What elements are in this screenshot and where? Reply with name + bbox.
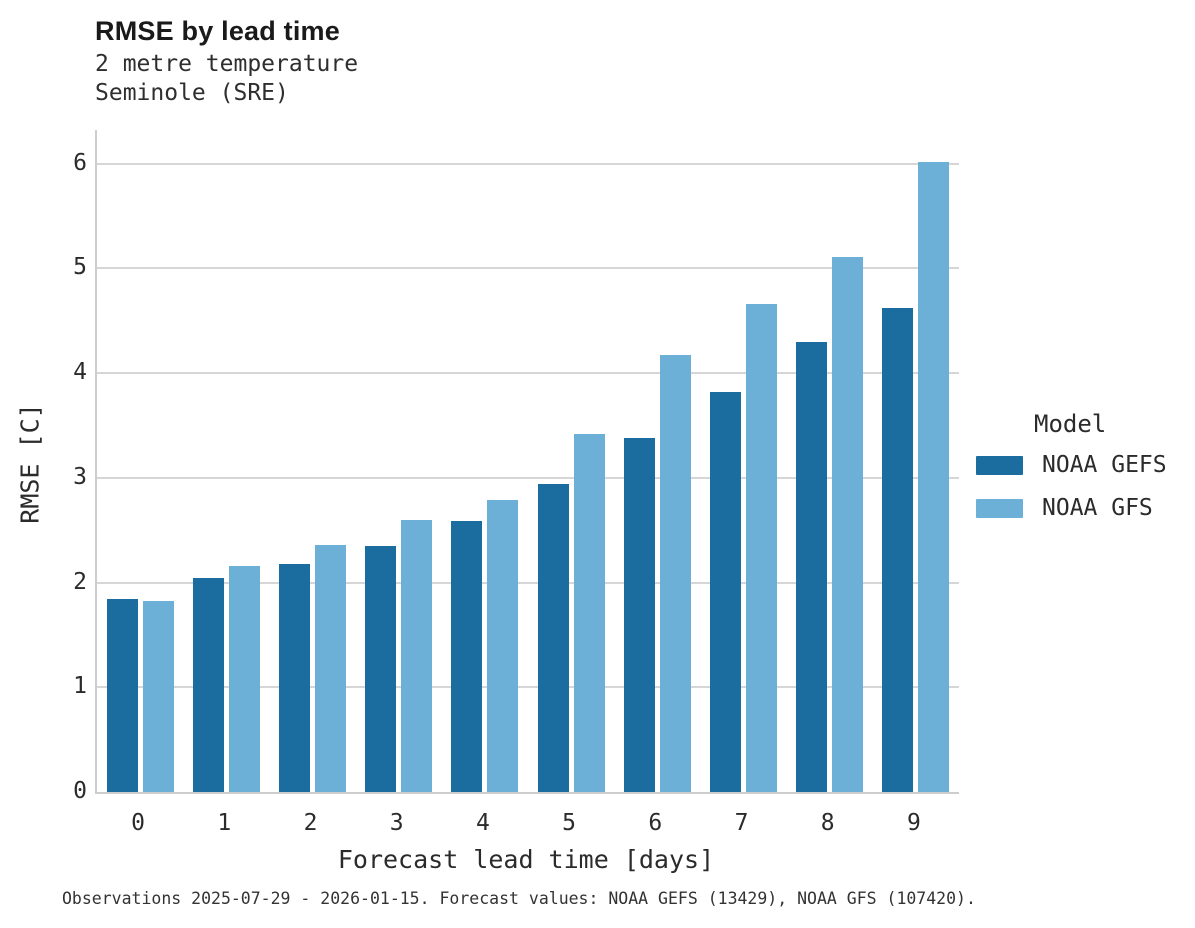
bar-noaa-gfs-lead-6 (659, 355, 691, 792)
x-axis-label: Forecast lead time [days] (337, 845, 715, 874)
bar-noaa-gfs-lead-2 (315, 544, 346, 792)
legend: Model NOAA GEFS NOAA GFS (976, 410, 1191, 538)
legend-label-noaa-gfs: NOAA GFS (1042, 495, 1153, 521)
x-tick-label-6: 6 (648, 810, 663, 836)
legend-entry-noaa-gfs: NOAA GFS (976, 495, 1191, 521)
bar-noaa-gfs-lead-5 (573, 433, 605, 792)
bar-noaa-gefs-lead-3 (365, 545, 397, 792)
bar-noaa-gefs-lead-4 (451, 520, 483, 792)
x-tick-label-8: 8 (820, 810, 835, 836)
bar-noaa-gefs-lead-7 (710, 391, 741, 792)
bar-noaa-gefs-lead-0 (106, 599, 138, 792)
y-tick-label-1: 1 (73, 673, 87, 700)
x-tick-label-5: 5 (562, 810, 577, 836)
gridline-y-4 (97, 372, 959, 374)
y-tick-label-3: 3 (73, 463, 87, 490)
legend-title: Model (1034, 410, 1107, 438)
x-tick-label-7: 7 (734, 810, 749, 836)
bar-noaa-gefs-lead-1 (192, 578, 224, 792)
x-tick-label-2: 2 (303, 810, 318, 836)
gridline-y-2 (97, 581, 959, 584)
footer-caption: Observations 2025-07-29 - 2026-01-15. Fo… (62, 889, 976, 908)
legend-entry-noaa-gefs: NOAA GEFS (976, 452, 1191, 478)
gridline-y-6 (97, 162, 959, 165)
bar-noaa-gefs-lead-6 (623, 437, 655, 792)
y-tick-label-4: 4 (73, 359, 87, 385)
legend-swatch-noaa-gfs (976, 498, 1023, 518)
bar-noaa-gfs-lead-4 (487, 499, 519, 792)
x-tick-label-1: 1 (217, 810, 232, 836)
bar-noaa-gefs-lead-5 (537, 484, 569, 792)
legend-swatch-noaa-gefs (976, 455, 1023, 475)
bar-noaa-gfs-lead-0 (142, 601, 174, 792)
x-tick-label-3: 3 (389, 810, 404, 836)
y-tick-label-5: 5 (73, 254, 87, 281)
y-tick-label-0: 0 (73, 778, 87, 804)
chart-subtitle-station: Seminole (SRE) (95, 80, 289, 106)
legend-label-noaa-gefs: NOAA GEFS (1042, 452, 1167, 478)
chart-subtitle-variable: 2 metre temperature (95, 51, 359, 77)
plot-area (95, 130, 959, 794)
bar-noaa-gefs-lead-9 (882, 308, 914, 792)
bar-noaa-gfs-lead-8 (832, 256, 864, 792)
gridline-y-5 (97, 267, 959, 270)
bar-noaa-gfs-lead-3 (401, 519, 433, 792)
x-tick-label-0: 0 (131, 810, 146, 836)
bar-noaa-gfs-lead-9 (918, 162, 950, 792)
bar-noaa-gefs-lead-8 (796, 341, 828, 792)
x-tick-label-4: 4 (475, 810, 490, 836)
bar-noaa-gefs-lead-2 (279, 563, 310, 792)
bar-noaa-gfs-lead-1 (228, 565, 260, 792)
gridline-y-3 (97, 476, 959, 479)
y-tick-label-2: 2 (73, 568, 87, 595)
gridline-y-1 (97, 686, 959, 689)
bar-noaa-gfs-lead-7 (746, 303, 777, 792)
chart-title: RMSE by lead time (95, 16, 340, 46)
y-tick-label-6: 6 (73, 149, 87, 176)
x-tick-label-9: 9 (906, 810, 921, 836)
